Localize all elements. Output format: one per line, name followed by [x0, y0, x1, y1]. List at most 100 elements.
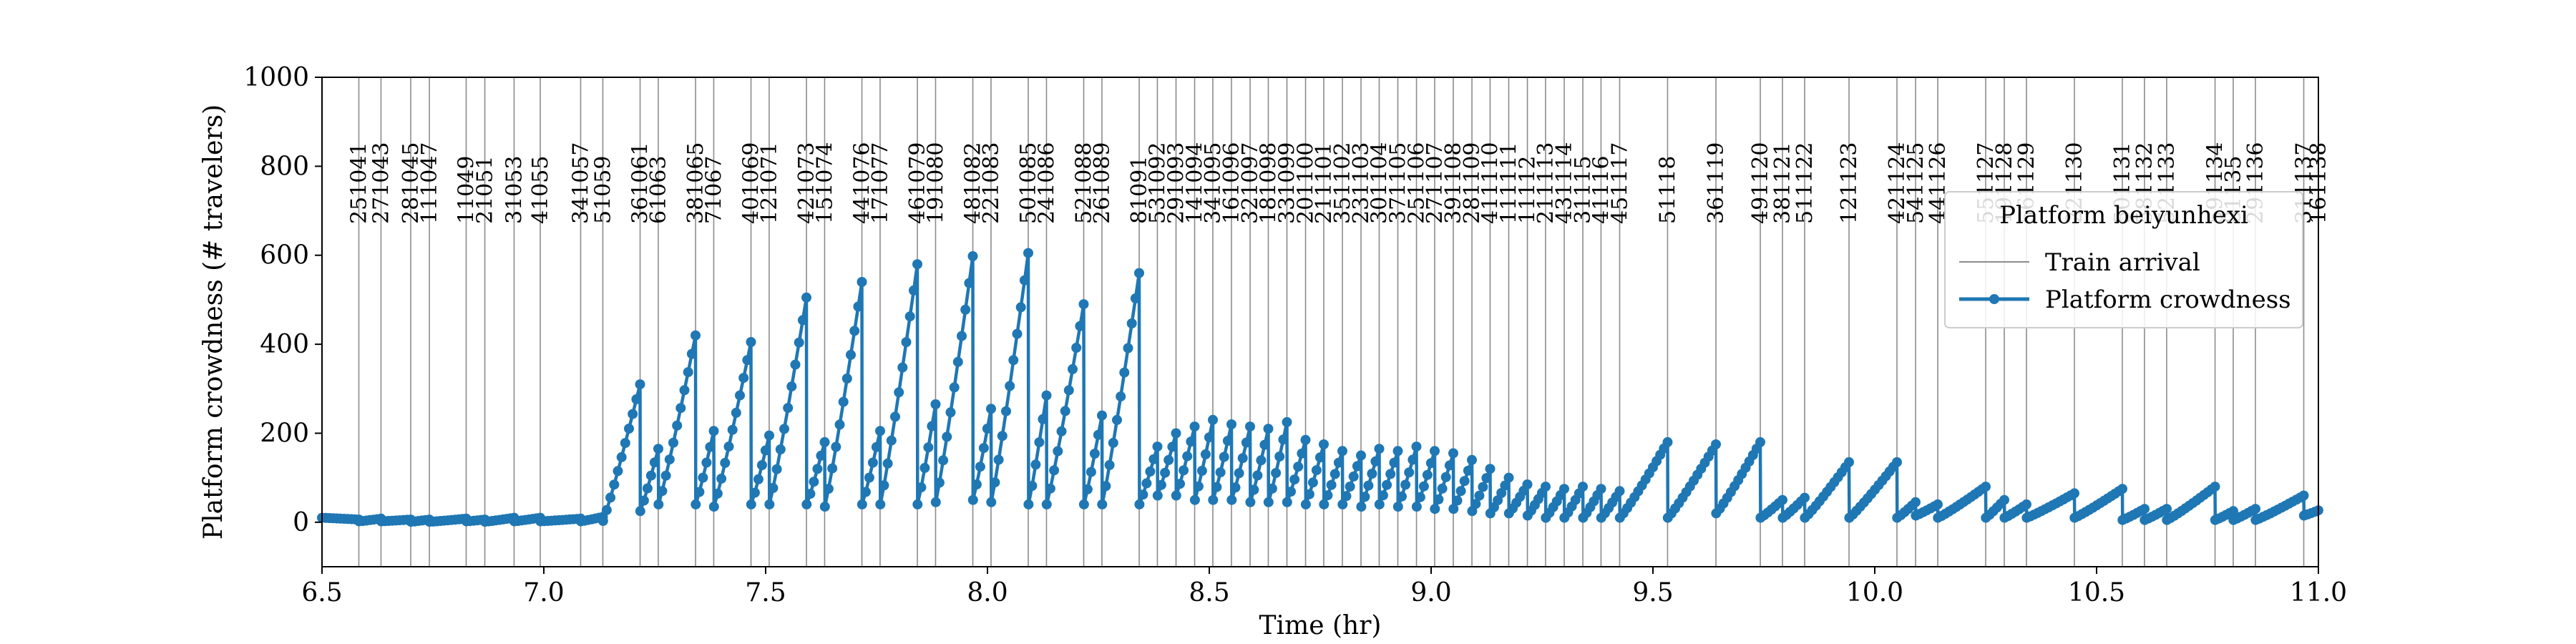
crowdness-point [916, 482, 927, 493]
crowdness-point [749, 487, 760, 498]
train-arrival-label: 401069 [739, 142, 764, 224]
crowdness-point [809, 477, 819, 487]
crowdness-point [668, 437, 678, 448]
crowdness-point [801, 499, 812, 509]
train-arrival-label: 371105 [1386, 142, 1411, 224]
x-axis-label: Time (hr) [1259, 611, 1382, 640]
train-arrival-label: 111111 [1497, 142, 1522, 224]
crowdness-point [2298, 490, 2309, 501]
crowdness-point [1374, 499, 1385, 509]
crowdness-point [1282, 416, 1292, 427]
y-tick-label: 400 [260, 330, 309, 359]
train-arrival-label: 81091 [1127, 156, 1152, 224]
crowdness-point [1234, 468, 1244, 479]
crowdness-point [1356, 450, 1366, 461]
crowdness-point [1470, 499, 1481, 509]
crowdness-point [1211, 482, 1222, 492]
crowdness-point [1200, 449, 1211, 459]
crowdness-point [1397, 491, 1407, 502]
crowdness-point [960, 304, 971, 315]
train-arrival-label: 251106 [1405, 142, 1430, 224]
crowdness-point [1322, 490, 1333, 501]
crowdness-point [904, 311, 915, 322]
crowdness-point [1452, 495, 1463, 506]
crowdness-point [1145, 466, 1156, 477]
crowdness-point [841, 374, 852, 384]
train-arrival-label: 441076 [850, 142, 875, 224]
crowdness-point [1130, 293, 1141, 303]
train-arrival-label: 391108 [1441, 142, 1466, 224]
crowdness-point [930, 399, 941, 409]
crowdness-point [1189, 494, 1200, 505]
crowdness-point [967, 494, 978, 505]
crowdness-point [1911, 497, 1921, 507]
crowdness-point [831, 441, 841, 452]
crowdness-point [660, 470, 671, 481]
crowdness-point [1307, 477, 1318, 488]
crowdness-point [1015, 302, 1026, 313]
y-tick-label: 1000 [243, 63, 309, 92]
crowdness-point [1440, 472, 1451, 482]
crowdness-point [764, 499, 775, 509]
crowdness-point [1001, 406, 1011, 416]
train-arrival-label: 271043 [369, 142, 394, 224]
crowdness-point [1311, 465, 1322, 476]
crowdness-point [827, 463, 838, 474]
crowdness-point [1293, 462, 1304, 472]
train-arrival-label: 211113 [1533, 142, 1558, 224]
crowdness-point [624, 424, 634, 434]
crowdness-point [1134, 499, 1145, 509]
crowdness-point [635, 379, 645, 390]
crowdness-point [1030, 459, 1041, 470]
crowdness-point [783, 403, 794, 414]
crowdness-point [1263, 424, 1274, 434]
crowdness-point [1337, 499, 1348, 509]
crowdness-point [2162, 504, 2172, 514]
crowdness-point [1041, 390, 1052, 401]
crowdness-point [1027, 481, 1038, 491]
x-tick-label: 8.0 [967, 578, 1008, 608]
crowdness-point [1019, 275, 1030, 286]
crowdness-point [1108, 437, 1118, 448]
crowdness-point [698, 472, 708, 483]
crowdness-point [879, 480, 889, 491]
crowdness-point [708, 426, 719, 436]
crowdness-point [620, 438, 630, 449]
crowdness-point [853, 301, 864, 312]
crowdness-point [657, 486, 668, 497]
x-axis-ticks: 6.5 7.0 7.5 8.0 8.5 9.0 9.5 10.0 10.5 11.0 [301, 567, 2347, 608]
crowdness-point [1005, 381, 1015, 391]
crowdness-point [942, 431, 952, 442]
train-arrival-label: 71067 [701, 156, 726, 224]
crowdness-point [790, 359, 801, 370]
crowdness-point [805, 489, 816, 499]
crowdness-point [1662, 436, 1673, 447]
crowdness-point [971, 479, 982, 489]
crowdness-point [1478, 482, 1488, 492]
crowdness-point [691, 330, 701, 341]
train-arrival-label: 351102 [1330, 142, 1355, 224]
crowdness-point [1123, 343, 1133, 353]
train-arrival-label: 191080 [923, 142, 948, 224]
crowdness-point [686, 348, 697, 359]
train-arrival-label: 151074 [812, 142, 837, 224]
train-arrival-label: 331099 [1275, 142, 1300, 224]
x-tick-label: 10.0 [1846, 578, 1903, 608]
crowdness-point [1374, 444, 1385, 454]
crowdness-point [1418, 481, 1429, 492]
train-arrival-label: 281045 [399, 142, 424, 224]
crowdness-point [613, 466, 623, 477]
crowdness-point [819, 436, 830, 447]
crowdness-point [723, 441, 734, 452]
crowdness-point [945, 407, 956, 418]
crowdness-point [1179, 465, 1189, 476]
legend-train-arrival-label: Train arrival [2045, 248, 2200, 277]
train-arrival-label: 491120 [1748, 142, 1773, 224]
crowdness-point [1167, 441, 1178, 452]
crowdness-point [838, 396, 849, 407]
train-arrival-label: 51059 [590, 156, 615, 224]
crowdness-point [1711, 439, 1721, 449]
crowdness-point [1278, 434, 1289, 445]
crowdness-point [1755, 436, 1765, 447]
crowdness-point [1981, 482, 1991, 492]
